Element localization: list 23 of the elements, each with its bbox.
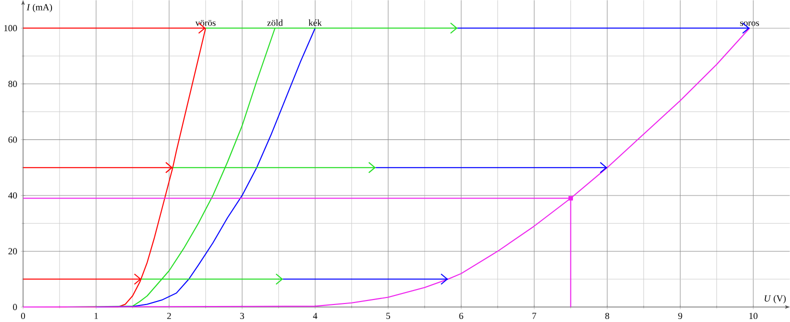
x-tick-label: 4 bbox=[313, 312, 318, 319]
x-tick-label: 10 bbox=[749, 312, 758, 319]
x-tick-label: 0 bbox=[21, 312, 26, 319]
y-tick-label: 100 bbox=[4, 24, 17, 32]
x-axis-title: U (V) bbox=[764, 294, 786, 304]
x-tick-label: 9 bbox=[678, 312, 682, 319]
x-tick-label: 1 bbox=[94, 312, 98, 319]
y-tick-label: 20 bbox=[8, 248, 17, 254]
series-label: soros bbox=[740, 21, 759, 26]
y-axis-title: I (mA) bbox=[26, 4, 52, 12]
x-tick-label: 3 bbox=[240, 312, 244, 319]
x-tick-label: 7 bbox=[532, 312, 536, 319]
y-tick-label: 60 bbox=[8, 136, 17, 143]
series-label: kék bbox=[308, 19, 322, 26]
x-tick-label: 8 bbox=[605, 312, 610, 319]
x-tick-label: 2 bbox=[167, 312, 171, 319]
x-tick-label: 5 bbox=[386, 312, 390, 319]
y-tick-label: 80 bbox=[8, 80, 17, 87]
series-label: zöld bbox=[267, 19, 283, 26]
x-tick-label: 6 bbox=[459, 312, 464, 319]
series-label: vörös bbox=[195, 20, 216, 26]
y-tick-label: 0 bbox=[13, 304, 17, 310]
y-tick-label: 40 bbox=[8, 192, 17, 198]
